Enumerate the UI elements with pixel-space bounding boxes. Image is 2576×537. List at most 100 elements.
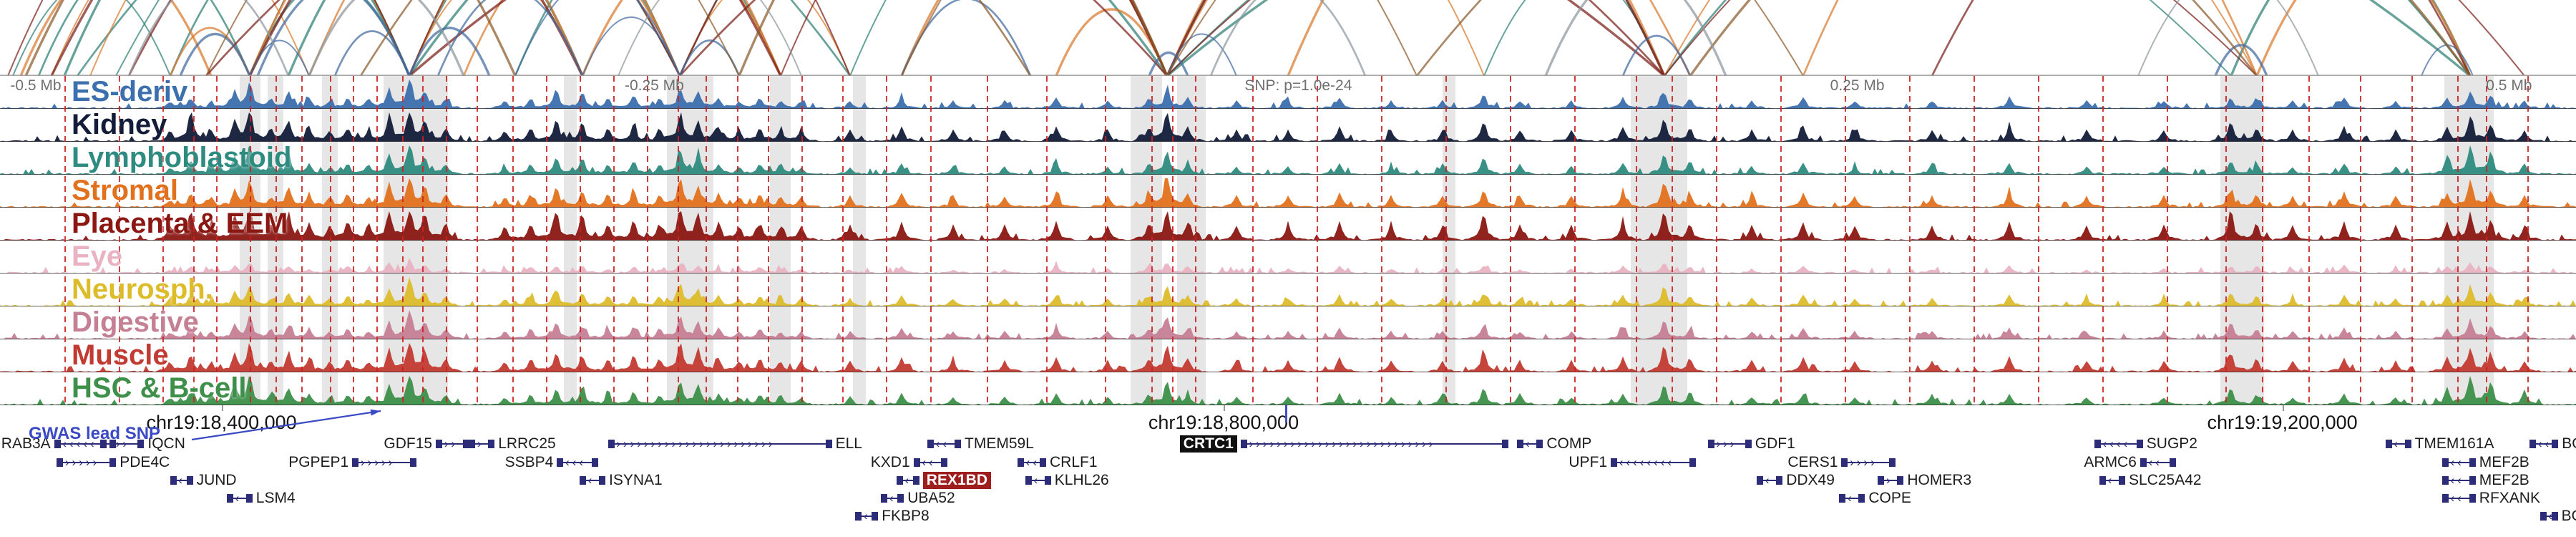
track-signal	[0, 277, 2576, 306]
snp-dashed-line	[677, 76, 679, 405]
gene-cers1[interactable]: CERS1 ›››››	[1787, 454, 1896, 471]
gene-lsm4[interactable]: ‹‹ LSM4	[226, 490, 296, 507]
snp-dashed-line	[613, 76, 615, 405]
gene-exon	[897, 494, 904, 503]
gene-intron-line	[2529, 443, 2559, 445]
gene-iqcn[interactable]: ›››› IQCN	[100, 435, 185, 453]
highlight-bands	[0, 76, 2576, 405]
gene-strand-arrows: ››››››››››››››››››››››››››››	[1241, 438, 1436, 450]
gene-intron-line	[2385, 443, 2411, 445]
gene-exon	[2469, 458, 2476, 467]
gene-kxd1[interactable]: KXD1 ‹‹‹	[871, 454, 947, 471]
gene-armc6[interactable]: ARMC6 ‹‹‹	[2084, 454, 2176, 471]
gene-exon	[57, 458, 64, 467]
gene-rex1bd[interactable]: ‹‹ REX1BD	[896, 472, 991, 489]
gene-gdf15[interactable]: GDF15 ›››	[384, 435, 470, 453]
chromatin-interaction-arcs	[0, 0, 2576, 76]
gene-body: ‹‹	[1757, 475, 1783, 486]
interaction-arc	[1802, 0, 2258, 76]
snp-dashed-line	[301, 76, 303, 405]
gene-intron-line	[2540, 516, 2558, 517]
gene-exon	[2169, 458, 2176, 467]
snp-dashed-line	[1195, 76, 1197, 405]
snp-dashed-line	[216, 76, 218, 405]
gene-sugp2[interactable]: ‹‹‹‹‹ SUGP2	[2094, 435, 2197, 453]
track-label-neurosph: Neurosph.	[72, 274, 213, 305]
track-lymphoblastoid[interactable]: Lymphoblastoid	[0, 142, 2576, 175]
gene-rfxank[interactable]: ‹‹‹ RFXANK	[2441, 490, 2540, 507]
gene-upf1[interactable]: UPF1 ‹‹‹‹‹‹‹‹‹	[1568, 454, 1697, 471]
gene-exon	[1240, 440, 1247, 448]
gene-strand-arrows: ››››	[102, 438, 130, 450]
gene-exon	[592, 458, 599, 467]
coordinate-tick	[221, 405, 223, 411]
snp-dashed-line	[886, 76, 888, 405]
gene-ell[interactable]: ›››››››››››››››››››››››› ELL	[608, 435, 862, 453]
gene-bo[interactable]: ‹‹‹BO	[2529, 435, 2576, 453]
gene-uba52[interactable]: ‹‹ UBA52	[881, 490, 955, 507]
gene-mef2b[interactable]: ‹‹‹ MEF2B	[2441, 472, 2529, 489]
gene-crlf1[interactable]: ‹‹‹ CRLF1	[1018, 454, 1098, 471]
track-eye[interactable]: Eye	[0, 241, 2576, 274]
snp-dashed-line	[1574, 76, 1576, 405]
interaction-arc	[1621, 34, 1692, 76]
coordinate-label: chr19:19,200,000	[2207, 412, 2358, 433]
gene-tmem161a[interactable]: ‹‹ TMEM161A	[2385, 435, 2494, 453]
gene-cope[interactable]: ‹‹ COPE	[1839, 490, 1911, 507]
interaction-arc	[1209, 0, 1367, 76]
gene-exon	[1878, 476, 1885, 485]
gene-tmem59l[interactable]: ‹‹‹ TMEM59L	[927, 435, 1034, 453]
gene-body: ‹‹‹‹	[557, 457, 599, 468]
gene-exon	[1025, 476, 1032, 485]
gene-label: KLHL26	[1054, 472, 1109, 488]
gene-pde4c[interactable]: ›››››› PDE4C	[57, 454, 170, 471]
gene-gdf1[interactable]: ›››› GDF1	[1707, 435, 1795, 453]
interaction-arc	[2230, 0, 2472, 76]
gene-homer3[interactable]: ›› HOMER3	[1878, 472, 1971, 489]
gene-intron-line	[100, 443, 145, 445]
gene-intron-line	[580, 480, 605, 481]
gene-isyna1[interactable]: ‹‹ ISYNA1	[580, 472, 663, 489]
gene-slc25a42[interactable]: ‹‹ SLC25A42	[2099, 472, 2202, 489]
track-muscle[interactable]: Muscle	[0, 339, 2576, 372]
gene-label: GDF15	[384, 435, 433, 452]
gene-exon	[2529, 440, 2537, 448]
track-neurosph[interactable]: Neurosph.	[0, 274, 2576, 306]
gene-lrrc25[interactable]: ›› LRRC25	[469, 435, 556, 453]
gene-fkbp8[interactable]: ‹‹ FKBP8	[855, 508, 930, 525]
snp-dashed-line	[1844, 76, 1846, 405]
signal-track-zone[interactable]: ES-deriv Kidney Lymphoblastoid Stromal Place…	[0, 76, 2576, 405]
interaction-arc	[618, 0, 802, 76]
snp-dashed-line	[2261, 76, 2263, 405]
gene-ssbp4[interactable]: SSBP4 ‹‹‹‹	[505, 454, 599, 471]
snp-dashed-line	[512, 76, 514, 405]
track-es-deriv[interactable]: ES-deriv	[0, 76, 2576, 109]
snp-dashed-line	[986, 76, 988, 405]
track-signal	[0, 376, 2576, 405]
snp-dashed-line	[2457, 76, 2459, 405]
track-digestive[interactable]: Digestive	[0, 306, 2576, 339]
gene-body: ‹‹	[2099, 475, 2125, 486]
gene-body: ››	[469, 438, 495, 450]
gene-mef2b[interactable]: ‹‹‹ MEF2B	[2441, 454, 2529, 471]
gene-comp[interactable]: ‹‹ COMP	[1517, 435, 1591, 453]
gene-body: ›››››	[1841, 457, 1896, 468]
track-hsc-b-cell[interactable]: HSC & B-cell	[0, 372, 2576, 405]
gene-crtc1[interactable]: CRTC1 ››››››››››››››››››››››››››››	[1179, 435, 1508, 453]
gene-jund[interactable]: ‹‹ JUND	[170, 472, 237, 489]
snp-dashed-line	[2166, 76, 2168, 405]
track-kidney[interactable]: Kidney	[0, 109, 2576, 142]
gene-body: ‹‹	[2540, 511, 2558, 522]
gene-klhl26[interactable]: ‹‹ KLHL26	[1025, 472, 1109, 489]
track-placenta-eem[interactable]: Placenta & EEM	[0, 208, 2576, 241]
gene-exon	[580, 476, 586, 485]
gene-body: ‹‹‹	[913, 457, 947, 468]
gene-pgpep1[interactable]: PGPEP1 ››››››	[288, 454, 417, 471]
snp-dashed-line	[2225, 76, 2228, 405]
gene-ddx49[interactable]: ‹‹ DDX49	[1757, 472, 1835, 489]
gene-bo[interactable]: ‹‹BO	[2540, 508, 2576, 525]
gene-rab3a[interactable]: RAB3A ‹‹‹‹‹‹	[1, 435, 116, 453]
track-stromal[interactable]: Stromal	[0, 175, 2576, 208]
gene-label: CERS1	[1787, 454, 1838, 470]
snp-dashed-line	[580, 76, 581, 405]
